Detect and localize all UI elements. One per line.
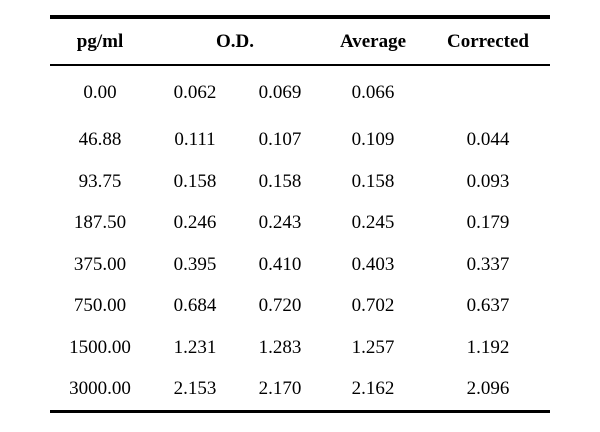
cell-corrected: 0.337 — [466, 253, 510, 275]
cell-od-1: 0.395 — [173, 253, 217, 275]
cell-od-1: 2.153 — [173, 378, 217, 400]
standard-curve-table: pg/ml O.D. Average Corrected — [50, 19, 550, 64]
cell-od-1: 0.111 — [174, 129, 216, 151]
header-concentration: pg/ml — [76, 30, 124, 52]
header-od: O.D. — [216, 30, 254, 52]
cell-corrected: 2.096 — [466, 378, 510, 400]
cell-od-2: 0.410 — [258, 253, 302, 275]
cell-average: 0.403 — [351, 253, 395, 275]
cell-average: 1.257 — [351, 336, 395, 358]
cell-concentration: 1500.00 — [69, 336, 131, 358]
header-corrected: Corrected — [447, 30, 529, 52]
cell-average: 0.158 — [351, 170, 395, 192]
cell-od-2: 0.720 — [258, 295, 302, 317]
table-row: 46.88 0.111 0.107 0.109 0.044 — [50, 120, 550, 162]
cell-concentration: 375.00 — [73, 253, 127, 275]
data-table-container: pg/ml O.D. Average Corrected 0.00 0.062 … — [50, 15, 550, 413]
cell-corrected: 0.179 — [466, 212, 510, 234]
table-row: 375.00 0.395 0.410 0.403 0.337 — [50, 244, 550, 286]
cell-od-1: 1.231 — [173, 336, 217, 358]
table-top-rule — [50, 15, 550, 19]
cell-od-1: 0.062 — [173, 81, 217, 103]
cell-od-1: 0.684 — [173, 295, 217, 317]
cell-od-2: 0.107 — [258, 129, 302, 151]
cell-concentration: 3000.00 — [69, 378, 131, 400]
table-bottom-rule — [50, 410, 550, 413]
cell-corrected: 1.192 — [466, 336, 510, 358]
cell-average: 0.066 — [351, 81, 395, 103]
cell-od-2: 2.170 — [258, 378, 302, 400]
cell-corrected: 0.044 — [466, 129, 510, 151]
cell-od-1: 0.158 — [173, 170, 217, 192]
table-row: 187.50 0.246 0.243 0.245 0.179 — [50, 203, 550, 245]
table-header-row: pg/ml O.D. Average Corrected — [50, 19, 550, 64]
cell-concentration: 750.00 — [73, 295, 127, 317]
cell-corrected — [426, 66, 550, 120]
cell-od-1: 0.246 — [173, 212, 217, 234]
table-row: 3000.00 2.153 2.170 2.162 2.096 — [50, 369, 550, 411]
standard-curve-table-body: 0.00 0.062 0.069 0.066 46.88 0.111 0.107… — [50, 66, 550, 411]
cell-average: 2.162 — [351, 378, 395, 400]
cell-corrected: 0.093 — [466, 170, 510, 192]
cell-average: 0.245 — [351, 212, 395, 234]
cell-od-2: 1.283 — [258, 336, 302, 358]
cell-od-2: 0.069 — [258, 81, 302, 103]
table-row: 0.00 0.062 0.069 0.066 — [50, 66, 550, 120]
cell-concentration: 46.88 — [78, 129, 122, 151]
table-row: 93.75 0.158 0.158 0.158 0.093 — [50, 161, 550, 203]
header-average: Average — [339, 30, 407, 52]
cell-corrected: 0.637 — [466, 295, 510, 317]
cell-concentration: 0.00 — [83, 81, 117, 103]
cell-od-2: 0.243 — [258, 212, 302, 234]
cell-average: 0.702 — [351, 295, 395, 317]
table-row: 1500.00 1.231 1.283 1.257 1.192 — [50, 327, 550, 369]
cell-od-2: 0.158 — [258, 170, 302, 192]
table-row: 750.00 0.684 0.720 0.702 0.637 — [50, 286, 550, 328]
cell-concentration: 187.50 — [73, 212, 127, 234]
cell-concentration: 93.75 — [78, 170, 122, 192]
cell-average: 0.109 — [351, 129, 395, 151]
table-header-rule — [50, 64, 550, 66]
